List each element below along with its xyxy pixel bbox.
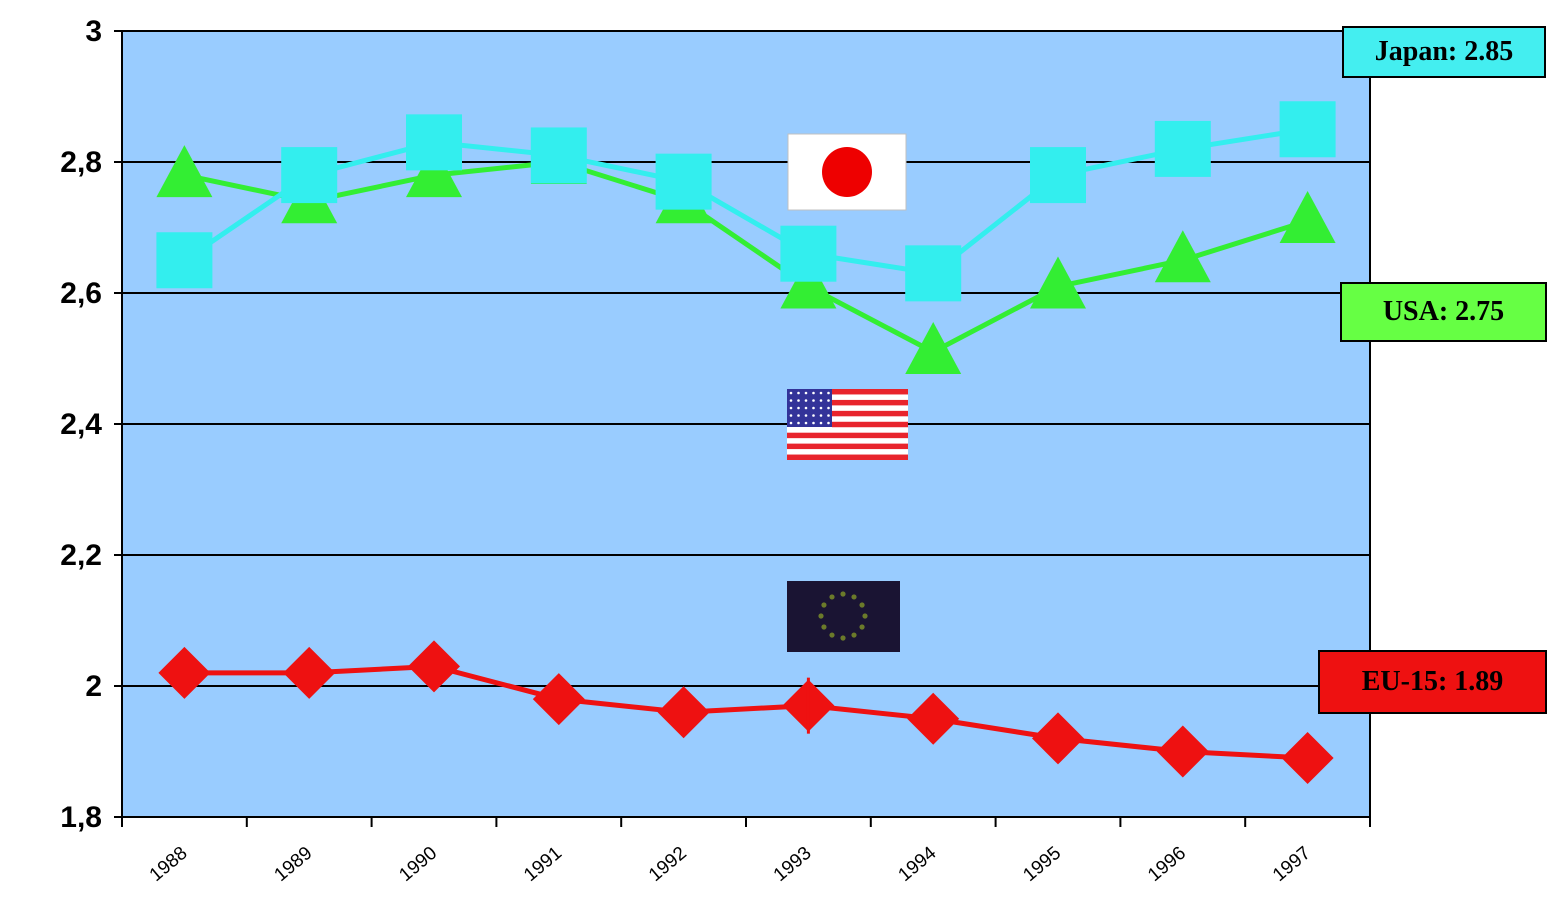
point-usa-1995 (1030, 256, 1086, 309)
point-eu-1996 (1156, 725, 1209, 778)
point-japan-1992 (655, 153, 712, 210)
y-axis-ticks: 1,8 2 2,2 2,4 2,6 2,8 3 (60, 15, 122, 834)
x-tick-label: 1992 (645, 843, 691, 886)
x-axis-ticks: 1988 1989 1990 1991 1992 1993 1994 1995 1996 1997 (121, 817, 1371, 886)
x-tick-label: 1988 (146, 843, 192, 886)
point-japan-1993 (780, 225, 837, 282)
x-tick-label: 1994 (895, 842, 941, 886)
y-tick-label: 2,6 (60, 277, 102, 310)
point-usa-1990 (406, 145, 462, 198)
point-eu-1994 (907, 692, 960, 745)
point-usa-1997 (1279, 190, 1336, 243)
point-japan-1988 (156, 232, 213, 289)
point-eu-1989 (283, 646, 336, 699)
point-japan-1994 (905, 245, 962, 302)
point-japan-1995 (1030, 147, 1086, 204)
series-layer (156, 101, 1336, 785)
gridlines (122, 30, 1370, 687)
y-tick-label: 2,2 (60, 539, 102, 572)
point-usa-1988 (156, 145, 213, 198)
y-tick-label: 2,8 (60, 146, 102, 179)
point-eu-1988 (158, 646, 211, 699)
point-japan-1997 (1279, 101, 1336, 158)
callout-japan: Japan: 2.85 (1342, 26, 1546, 78)
y-tick-label: 3 (85, 15, 102, 48)
point-usa-1993 (780, 256, 837, 309)
x-tick-label: 1993 (770, 843, 816, 886)
x-tick-label: 1991 (520, 843, 566, 886)
point-eu-1995 (1032, 712, 1084, 765)
series-line-eu (184, 663, 1308, 761)
point-japan-1991 (530, 127, 587, 184)
callout-usa: USA: 2.75 (1340, 282, 1547, 342)
point-usa-1996 (1154, 230, 1211, 283)
x-tick-label: 1990 (395, 843, 441, 886)
y-tick-label: 1,8 (60, 801, 102, 834)
x-tick-label: 1995 (1019, 843, 1065, 886)
eu-flag-icon (787, 581, 900, 652)
x-tick-label: 1989 (271, 843, 317, 886)
y-tick-label: 2,4 (60, 408, 102, 441)
japan-flag-icon (787, 133, 907, 211)
point-usa-1994 (905, 321, 962, 374)
series-line-usa (183, 159, 1309, 355)
point-eu-1991 (532, 673, 585, 726)
y-tick-label: 2 (85, 670, 102, 703)
x-tick-label: 1997 (1269, 843, 1315, 886)
point-japan-1990 (406, 114, 462, 171)
callout-eu: EU-15: 1.89 (1318, 650, 1547, 714)
point-eu-1990 (408, 640, 460, 693)
usa-flag-icon (787, 389, 908, 460)
point-eu-1997 (1281, 732, 1334, 785)
series-line-japan (182, 126, 1308, 276)
point-japan-1996 (1154, 120, 1211, 177)
series-eu (158, 640, 1334, 785)
point-japan-1989 (281, 147, 338, 204)
series-japan (156, 101, 1336, 302)
point-eu-1992 (657, 686, 710, 739)
x-tick-label: 1996 (1144, 843, 1190, 886)
